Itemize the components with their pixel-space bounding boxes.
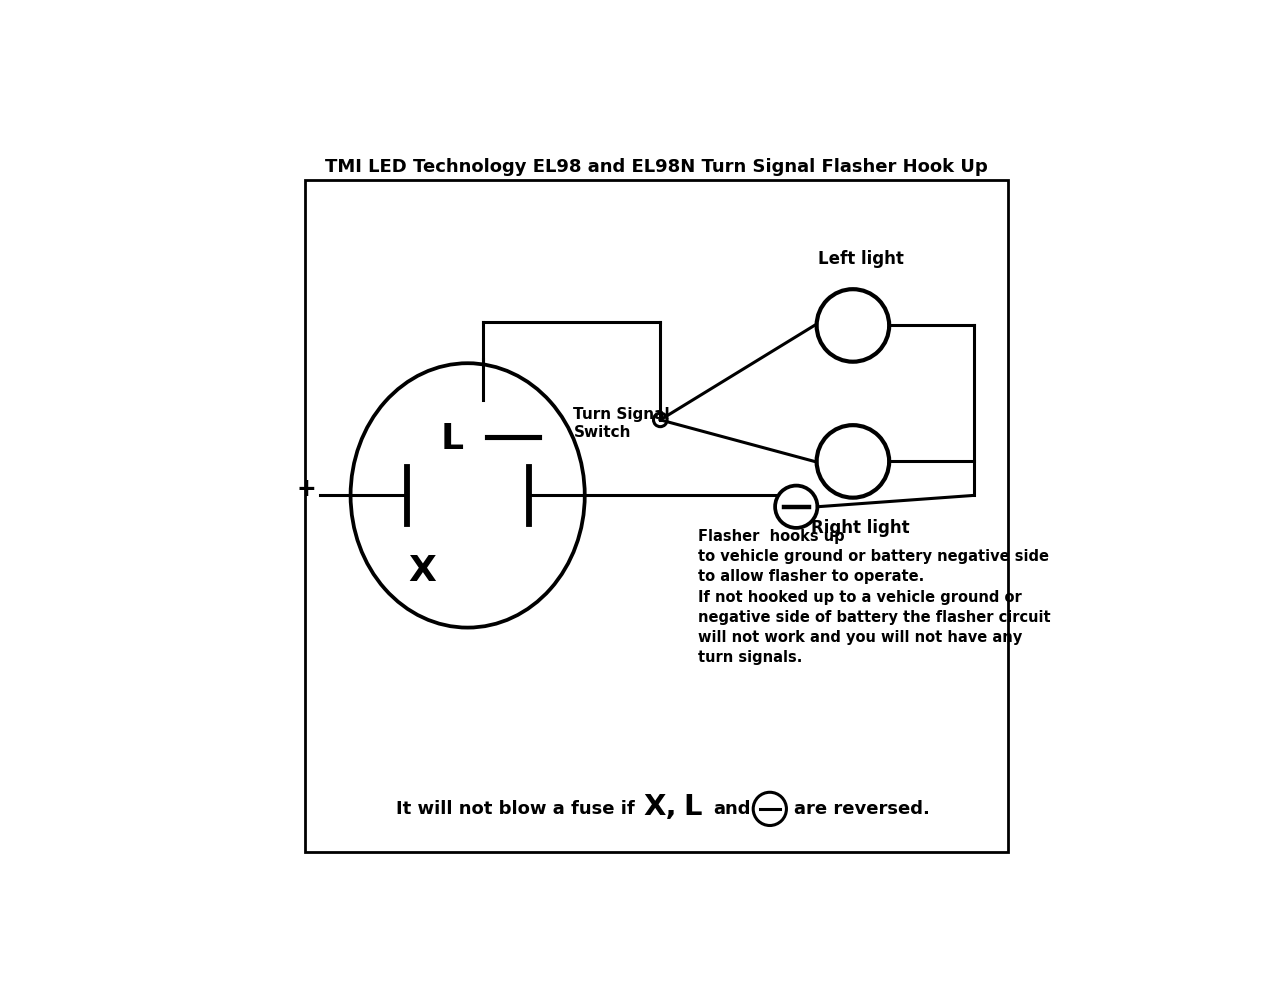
Text: are reversed.: are reversed. <box>794 800 930 818</box>
Text: TMI LED Technology EL98 and EL98N Turn Signal Flasher Hook Up: TMI LED Technology EL98 and EL98N Turn S… <box>325 158 988 176</box>
Bar <box>305 180 1008 852</box>
Text: L: L <box>441 422 464 456</box>
Text: Turn Signal
Switch: Turn Signal Switch <box>574 407 670 440</box>
Text: Right light: Right light <box>811 519 910 537</box>
Text: X,: X, <box>643 794 678 821</box>
Text: It will not blow a fuse if: It will not blow a fuse if <box>396 800 634 818</box>
Text: L: L <box>683 794 702 821</box>
Text: and: and <box>714 800 751 818</box>
Text: Left light: Left light <box>817 250 903 268</box>
Text: Flasher  hooks up
to vehicle ground or battery negative side
to allow flasher to: Flasher hooks up to vehicle ground or ba… <box>698 530 1050 665</box>
Circle shape <box>653 413 667 427</box>
Text: X: X <box>409 554 437 588</box>
Text: +: + <box>297 478 316 501</box>
